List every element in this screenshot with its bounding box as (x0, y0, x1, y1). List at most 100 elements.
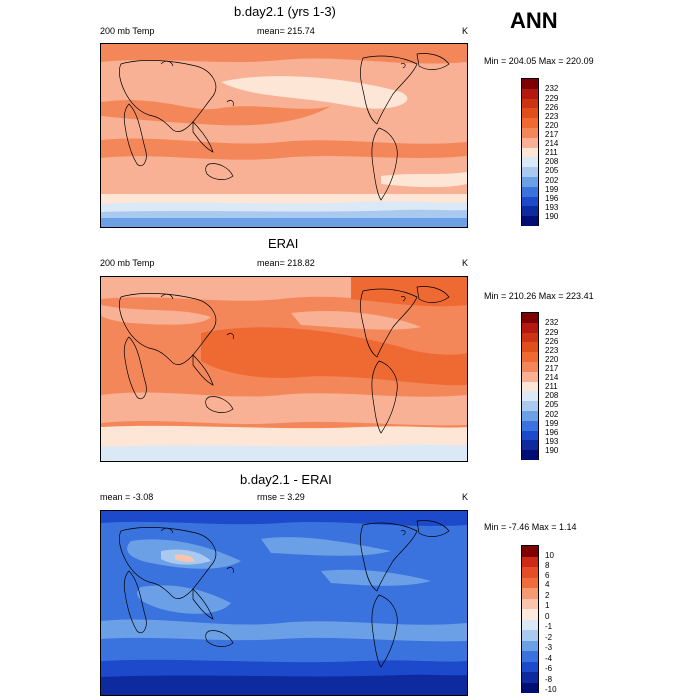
colorbar-segment (522, 157, 538, 168)
colorbar-tick-label: 229 (545, 328, 559, 337)
panel-1-variable-label: 200 mb Temp (100, 26, 155, 36)
colorbar-segment (522, 672, 538, 683)
panel-3-unit-label: K (462, 492, 469, 502)
colorbar-tick-label: 196 (545, 428, 559, 437)
colorbar-segment (522, 167, 538, 177)
colorbar-tick-label: 6 (545, 571, 550, 580)
colorbar-tick-label: -8 (545, 675, 553, 684)
panel-1-unit-label: K (462, 26, 469, 36)
panel-3-field (101, 511, 467, 695)
colorbar-segment (522, 391, 538, 402)
colorbar-segment (522, 682, 538, 693)
colorbar-segment (522, 661, 538, 672)
panel-2-colorbar (521, 312, 539, 460)
panel-1-mean-label: mean= 215.74 (257, 26, 315, 36)
colorbar-segment (522, 381, 538, 392)
colorbar-tick-label: 1 (545, 601, 550, 610)
colorbar-tick-label: 10 (545, 551, 554, 560)
panel-3-map (100, 510, 468, 696)
colorbar-tick-label: 199 (545, 419, 559, 428)
colorbar-segment (522, 342, 538, 353)
panel-1-coastlines (119, 53, 450, 201)
colorbar-segment (522, 556, 538, 567)
panel-1-minmax-label: Min = 204.05 Max = 220.09 (484, 56, 594, 66)
colorbar-tick-label: 190 (545, 446, 559, 455)
colorbar-segment (522, 430, 538, 441)
colorbar-tick-label: 214 (545, 373, 559, 382)
colorbar-tick-label: 211 (545, 148, 558, 157)
colorbar-tick-label: 217 (545, 130, 559, 139)
colorbar-tick-label: 208 (545, 157, 559, 166)
colorbar-tick-label: 211 (545, 382, 558, 391)
colorbar-tick-label: 196 (545, 194, 559, 203)
colorbar-segment (522, 196, 538, 207)
colorbar-tick-label: 226 (545, 103, 559, 112)
colorbar-tick-label: 223 (545, 112, 559, 121)
panel-3-coastlines (119, 520, 450, 668)
colorbar-tick-label: 220 (545, 121, 559, 130)
colorbar-tick-label: 193 (545, 203, 559, 212)
colorbar-tick-label: 2 (545, 591, 550, 600)
panel-2-unit-label: K (462, 258, 469, 268)
colorbar-tick-label: 217 (545, 364, 559, 373)
panel-3-rmse-label: rmse = 3.29 (257, 492, 305, 502)
colorbar-tick-label: 8 (545, 561, 550, 570)
colorbar-tick-label: 226 (545, 337, 559, 346)
colorbar-segment (522, 410, 538, 421)
colorbar-tick-label: -2 (545, 633, 553, 642)
panel-2-field (101, 277, 467, 461)
panel-3-colorbar (521, 545, 539, 693)
panel-2-title: ERAI (268, 236, 299, 251)
colorbar-segment (522, 567, 538, 578)
colorbar-segment (522, 619, 538, 630)
season-label: ANN (510, 8, 558, 33)
colorbar-tick-label: -1 (545, 622, 553, 631)
colorbar-segment (522, 352, 538, 362)
colorbar-tick-label: 190 (545, 212, 559, 221)
panel-2-coastlines (119, 286, 450, 434)
colorbar-segment (522, 88, 538, 99)
colorbar-tick-label: 232 (545, 84, 559, 93)
panel-3-title: b.day2.1 - ERAI (240, 472, 332, 487)
colorbar-segment (522, 118, 538, 128)
panel-2-minmax-label: Min = 210.26 Max = 223.41 (484, 291, 594, 301)
colorbar-segment (522, 361, 538, 372)
colorbar-segment (522, 186, 538, 197)
colorbar-segment (522, 79, 538, 89)
colorbar-segment (522, 598, 538, 609)
colorbar-tick-label: 202 (545, 410, 559, 419)
colorbar-tick-label: -4 (545, 654, 553, 663)
colorbar-tick-label: 202 (545, 176, 559, 185)
colorbar-segment (522, 176, 538, 187)
colorbar-segment (522, 401, 538, 411)
colorbar-tick-label: -6 (545, 664, 553, 673)
colorbar-segment (522, 546, 538, 557)
panel-3-mean-label: mean = -3.08 (100, 492, 154, 502)
colorbar-segment (522, 322, 538, 333)
colorbar-segment (522, 440, 538, 451)
panel-1-colorbar (521, 78, 539, 226)
colorbar-segment (522, 137, 538, 148)
colorbar-tick-label: 208 (545, 391, 559, 400)
colorbar-segment (522, 216, 538, 226)
colorbar-segment (522, 332, 538, 343)
colorbar-tick-label: 214 (545, 139, 559, 148)
colorbar-segment (522, 108, 538, 119)
colorbar-tick-label: 199 (545, 185, 559, 194)
colorbar-tick-label: 232 (545, 318, 559, 327)
panel-1-field (101, 44, 467, 227)
colorbar-segment (522, 420, 538, 431)
panel-3-minmax-label: Min = -7.46 Max = 1.14 (484, 522, 577, 532)
colorbar-segment (522, 630, 538, 641)
colorbar-tick-label: 223 (545, 346, 559, 355)
colorbar-segment (522, 206, 538, 217)
panel-2-mean-label: mean= 218.82 (257, 258, 315, 268)
panel-1-title: b.day2.1 (yrs 1-3) (234, 4, 336, 19)
colorbar-tick-label: -10 (545, 685, 557, 694)
colorbar-segment (522, 588, 538, 599)
colorbar-tick-label: 0 (545, 612, 550, 621)
colorbar-segment (522, 577, 538, 588)
colorbar-tick-label: 4 (545, 580, 550, 589)
panel-1-map (100, 43, 468, 228)
panel-2-map (100, 276, 468, 462)
